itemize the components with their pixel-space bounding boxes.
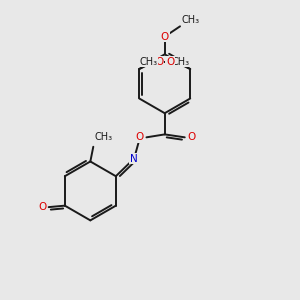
Text: O: O — [187, 132, 195, 142]
Text: CH₃: CH₃ — [140, 57, 158, 67]
Text: O: O — [38, 202, 46, 212]
Text: O: O — [166, 57, 174, 67]
Text: N: N — [130, 154, 138, 164]
Text: O: O — [160, 32, 169, 42]
Text: CH₃: CH₃ — [182, 15, 200, 25]
Text: CH₃: CH₃ — [172, 57, 190, 67]
Text: CH₃: CH₃ — [95, 132, 113, 142]
Text: O: O — [155, 57, 164, 67]
Text: O: O — [136, 132, 144, 142]
